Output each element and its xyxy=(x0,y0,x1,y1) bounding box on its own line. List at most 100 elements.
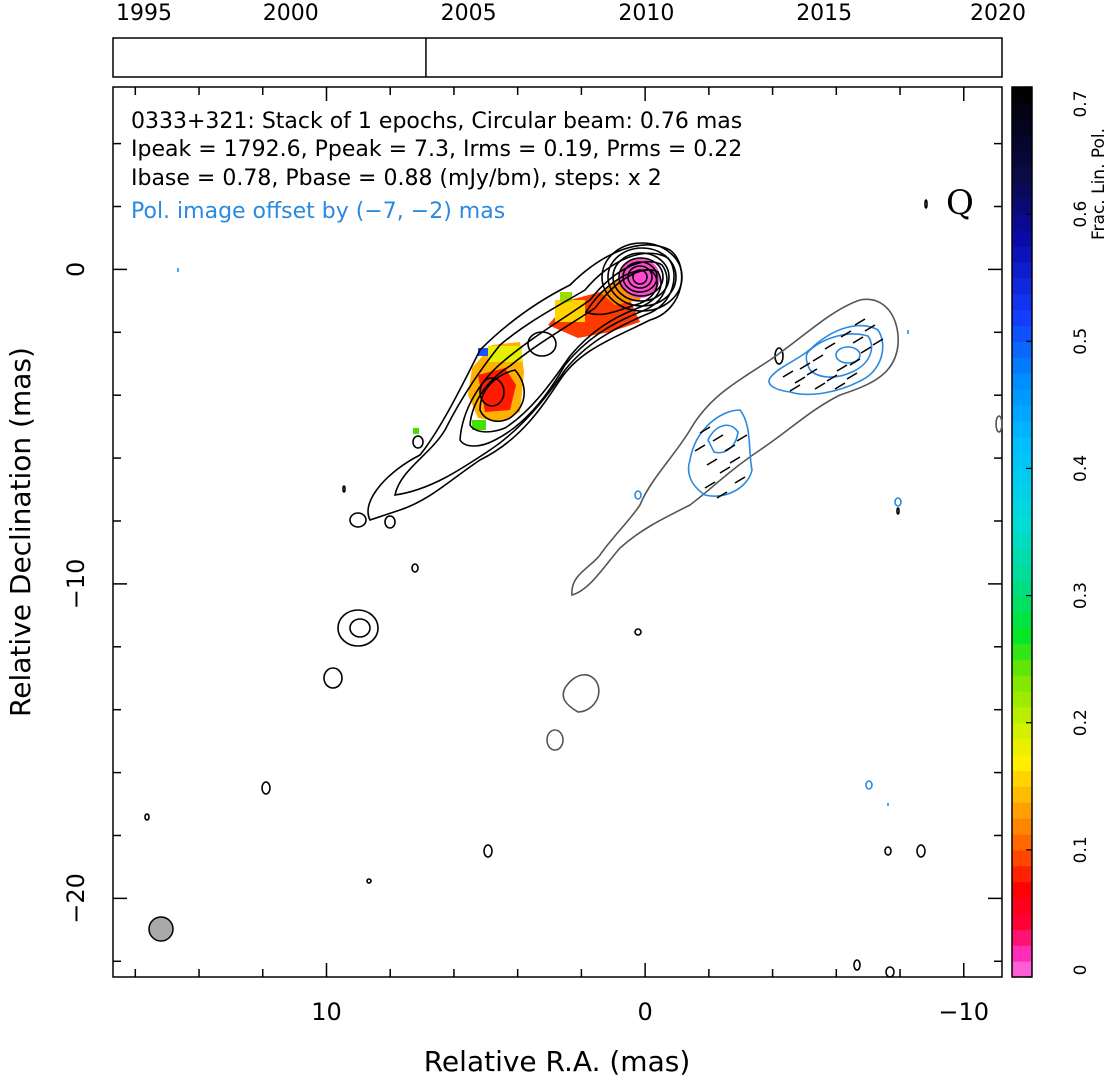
y-tick-label: −20 xyxy=(62,873,90,924)
colorbar-swatch xyxy=(1012,770,1032,787)
colorbar-swatch xyxy=(1012,881,1032,899)
colorbar-swatch xyxy=(1012,579,1032,597)
colorbar-swatch xyxy=(1012,500,1032,517)
colorbar-swatch xyxy=(1012,102,1032,120)
evpa-tick xyxy=(782,370,794,378)
colorbar-swatch xyxy=(1012,261,1032,279)
evpa-tick xyxy=(704,481,716,489)
pol-contour-5 xyxy=(707,424,739,454)
colorbar-title: Frac. Lin. Pol. xyxy=(1089,128,1109,240)
colorbar-swatch xyxy=(1012,341,1032,358)
info-line-2: Ipeak = 1792.6, Ppeak = 7.3, Irms = 0.19… xyxy=(131,137,742,162)
colorbar-swatch xyxy=(1012,659,1032,676)
stokes-label: Q xyxy=(946,183,974,223)
evpa-tick xyxy=(799,362,811,370)
evpa-vectors xyxy=(694,318,884,499)
timeline-year-label: 2005 xyxy=(441,1,497,26)
contour-blob-13 xyxy=(916,844,926,858)
contour-blob-1 xyxy=(337,609,379,647)
pol-region-green-1 xyxy=(560,292,572,302)
colorbar-swatch xyxy=(1012,897,1032,915)
y-tick-label: −10 xyxy=(62,559,90,610)
colorbar-swatch xyxy=(1012,802,1032,819)
y-axis-title: Relative Declination (mas) xyxy=(4,347,37,717)
contour-blob-18 xyxy=(634,628,642,636)
contour-blob-8 xyxy=(144,813,150,821)
colorbar-swatch xyxy=(1012,325,1032,342)
evpa-tick xyxy=(694,444,706,452)
colorbar-swatch xyxy=(1012,293,1032,311)
evpa-tick xyxy=(719,466,731,474)
pol-region-yellow xyxy=(555,300,585,322)
timeline-year-label: 2015 xyxy=(796,1,852,26)
evpa-tick xyxy=(864,324,876,332)
colorbar-swatch xyxy=(1012,198,1032,215)
colorbar-swatch xyxy=(1012,468,1032,485)
timeline-year-label: 2000 xyxy=(263,1,319,26)
colorbar-swatch xyxy=(1012,611,1032,628)
pol-core-magenta xyxy=(620,258,660,298)
timeline: 1995 2000 2005 2010 2015 2020 xyxy=(112,1,1026,78)
colorbar-swatch xyxy=(1012,865,1032,883)
colorbar-swatch xyxy=(1012,929,1032,946)
contour-core-6 xyxy=(627,265,653,289)
contour-blob-15 xyxy=(853,959,861,971)
colorbar-swatch xyxy=(1012,214,1032,231)
pol-contour-6 xyxy=(634,490,642,500)
offset-blob-2 xyxy=(546,729,564,751)
evpa-tick xyxy=(794,376,806,384)
evpa-tick xyxy=(812,354,824,362)
contour-3 xyxy=(459,260,668,447)
colorbar-swatch xyxy=(1012,849,1032,867)
evpa-tick xyxy=(806,368,818,376)
timeline-box xyxy=(112,37,1003,78)
offset-blob-1 xyxy=(562,674,600,713)
evpa-tick xyxy=(724,444,736,452)
info-line-1: 0333+321: Stack of 1 epochs, Circular be… xyxy=(131,109,742,134)
colorbar-swatch xyxy=(1012,913,1032,930)
contour-blob-2 xyxy=(323,667,343,689)
evpa-tick xyxy=(849,358,861,366)
evpa-tick xyxy=(826,374,838,382)
contour-core-7 xyxy=(632,269,648,285)
contour-blob-19 xyxy=(342,485,346,493)
evpa-tick xyxy=(814,382,826,390)
contour-blob-6 xyxy=(384,515,396,529)
colorbar-swatch xyxy=(1012,945,1032,962)
colorbar-swatch xyxy=(1012,484,1032,501)
contour-blob-12 xyxy=(896,507,900,515)
colorbar-swatch xyxy=(1012,818,1032,835)
colorbar-tick-label: 0.2 xyxy=(1071,709,1091,736)
contour-core-2 xyxy=(607,247,677,307)
colorbar-tick-label: 0.7 xyxy=(1071,90,1091,117)
colorbar-swatch xyxy=(1012,675,1032,692)
intensity-contours xyxy=(144,199,928,978)
colorbar-swatch xyxy=(1012,166,1032,183)
beam-ellipse xyxy=(148,916,174,942)
contour-blob-14 xyxy=(884,846,892,856)
colorbar-swatch xyxy=(1012,516,1032,533)
contour-blob-7 xyxy=(412,435,424,449)
contour-core-3 xyxy=(612,252,670,302)
contour-blob-5 xyxy=(349,512,367,528)
evpa-tick xyxy=(706,458,718,466)
colorbar-swatch xyxy=(1012,563,1032,581)
x-axis-title: Relative R.A. (mas) xyxy=(424,1045,691,1078)
contour-core-5 xyxy=(622,261,658,293)
colorbar-frame xyxy=(1011,86,1033,978)
evpa-tick xyxy=(789,384,801,392)
plot-frame xyxy=(112,86,1003,978)
colorbar-swatch xyxy=(1012,690,1032,708)
contour-outer xyxy=(367,244,683,521)
colorbar-swatch xyxy=(1012,245,1032,263)
colorbar-swatch xyxy=(1012,134,1032,152)
polarization-contours xyxy=(177,268,909,806)
colorbar-swatch xyxy=(1012,627,1032,644)
contour-blob-4 xyxy=(411,563,419,573)
evpa-tick xyxy=(854,318,866,326)
pol-contour-7 xyxy=(865,780,873,790)
contour-blob-9 xyxy=(366,878,372,884)
pol-contour-8 xyxy=(894,497,902,507)
contour-blob-16 xyxy=(885,966,895,978)
pol-contour-3 xyxy=(835,346,861,364)
